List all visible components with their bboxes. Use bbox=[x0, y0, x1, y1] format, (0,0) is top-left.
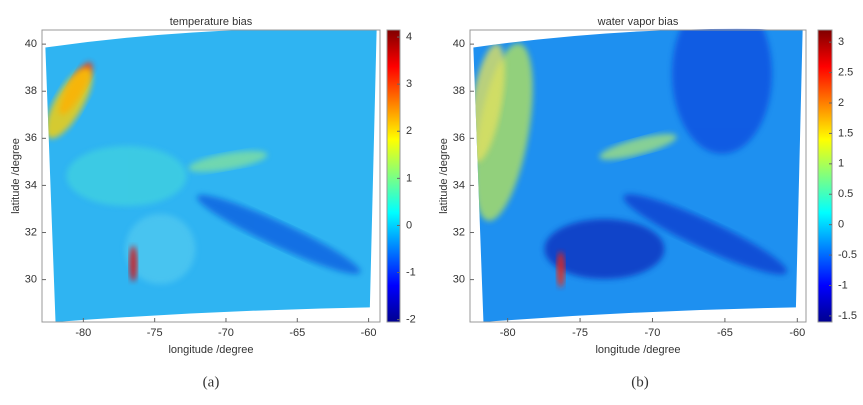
x-tick-label: -80 bbox=[500, 327, 516, 339]
colorbar-tick-label: 2 bbox=[406, 125, 412, 137]
colorbar-tick-label: 3 bbox=[406, 78, 412, 90]
y-tick-label: 38 bbox=[25, 85, 37, 97]
x-tick-label: -75 bbox=[572, 327, 588, 339]
colorbar-tick-label: 1 bbox=[406, 172, 412, 184]
y-tick-label: 40 bbox=[25, 38, 37, 50]
colorbar-tick-label: -0.5 bbox=[838, 249, 857, 261]
y-tick-label: 32 bbox=[25, 226, 37, 238]
x-tick-label: -70 bbox=[218, 327, 234, 339]
x-axis-label: longitude /degree bbox=[168, 344, 253, 356]
field-feature bbox=[67, 146, 187, 206]
y-tick-label: 40 bbox=[453, 38, 465, 50]
y-tick-label: 36 bbox=[25, 132, 37, 144]
field bbox=[462, 0, 806, 322]
colorbar-tick-label: 2.5 bbox=[838, 66, 853, 78]
x-tick-label: -60 bbox=[789, 327, 805, 339]
x-tick-label: -65 bbox=[289, 327, 305, 339]
chart-title: water vapor bias bbox=[597, 16, 679, 28]
x-axis-label: longitude /degree bbox=[595, 344, 680, 356]
colorbar-tick-label: -1 bbox=[838, 279, 848, 291]
colorbar bbox=[818, 30, 832, 322]
x-tick-label: -70 bbox=[645, 327, 661, 339]
colorbar-tick-label: 1.5 bbox=[838, 127, 853, 139]
colorbar-tick-label: 1 bbox=[838, 158, 844, 170]
y-axis-label: latitude /degree bbox=[438, 138, 450, 214]
colorbar-tick-label: 4 bbox=[406, 31, 412, 43]
y-tick-label: 32 bbox=[453, 226, 465, 238]
figure: -80-75-70-65-60303234363840temperature b… bbox=[0, 0, 863, 400]
panel-label: (a) bbox=[203, 374, 220, 390]
y-axis-label: latitude /degree bbox=[10, 138, 22, 214]
colorbar-tick-label: -2 bbox=[406, 314, 416, 326]
x-tick-label: -60 bbox=[361, 327, 377, 339]
colorbar-tick-label: 0 bbox=[406, 219, 412, 231]
colorbar-tick-label: 3 bbox=[838, 36, 844, 48]
y-tick-label: 34 bbox=[453, 179, 465, 191]
y-tick-label: 30 bbox=[25, 274, 37, 286]
colorbar-tick-label: 2 bbox=[838, 97, 844, 109]
panel-label: (b) bbox=[631, 374, 649, 390]
y-tick-label: 30 bbox=[453, 274, 465, 286]
y-tick-label: 36 bbox=[453, 132, 465, 144]
field bbox=[37, 30, 380, 322]
field-feature bbox=[557, 251, 565, 287]
field-feature bbox=[672, 0, 772, 154]
chart-title: temperature bias bbox=[170, 16, 253, 28]
colorbar-tick-label: 0.5 bbox=[838, 188, 853, 200]
colorbar-tick-label: 0 bbox=[838, 219, 844, 231]
field-feature bbox=[129, 246, 137, 282]
x-tick-label: -80 bbox=[75, 327, 91, 339]
x-tick-label: -75 bbox=[147, 327, 163, 339]
colorbar-tick-label: -1 bbox=[406, 266, 416, 278]
colorbar bbox=[387, 30, 400, 322]
y-tick-label: 34 bbox=[25, 179, 37, 191]
colorbar-tick-label: -1.5 bbox=[838, 310, 857, 322]
x-tick-label: -65 bbox=[717, 327, 733, 339]
y-tick-label: 38 bbox=[453, 85, 465, 97]
